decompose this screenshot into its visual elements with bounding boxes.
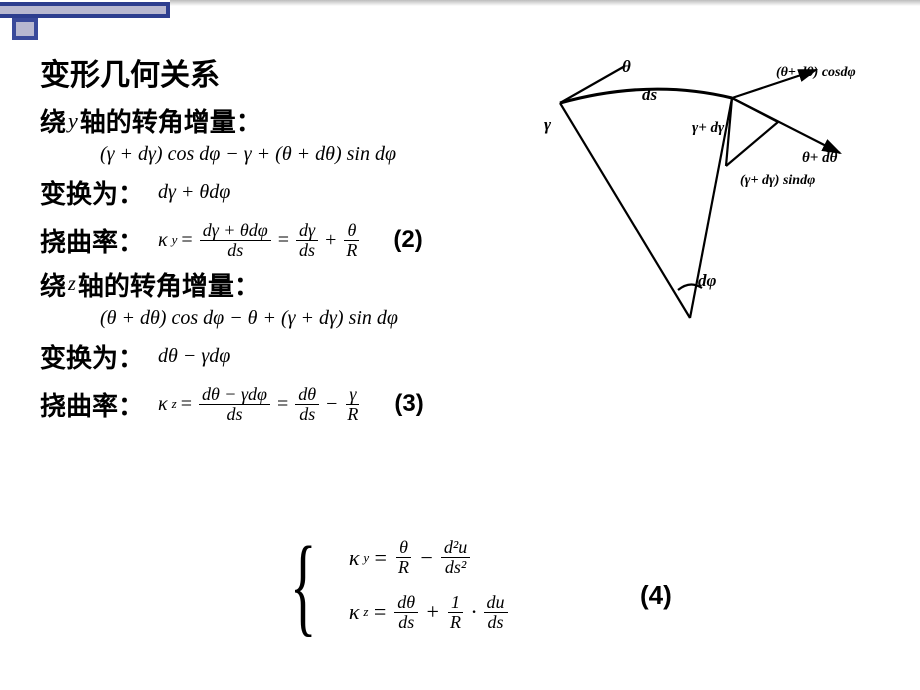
diagram-label-dphi: dφ xyxy=(698,271,717,290)
equation-number-4: (4) xyxy=(640,580,672,611)
section-heading: 变形几何关系 xyxy=(40,50,560,94)
top-shadow xyxy=(170,0,920,6)
z-suffix: 轴的转角增量： xyxy=(78,266,260,303)
kappa-y-formula: κy = dγ + θdφds = dγds + θR xyxy=(158,221,363,260)
equation-number-2: (2) xyxy=(393,226,422,254)
transform-line-1: 变换为： dγ + θdφ xyxy=(40,174,560,211)
diagram-label-theta-dtheta: θ+ dθ xyxy=(802,150,838,166)
z-axis-line: 绕 z 轴的转角增量： xyxy=(40,266,560,303)
kappa-z-formula: κz = dθ − γdφds = dθds − γR xyxy=(158,385,364,424)
diagram-label-theta: θ xyxy=(622,58,631,76)
left-brace: { xyxy=(290,530,316,640)
kz-frac1: dθ − γdφds xyxy=(199,385,270,424)
sys-row-2: κz = dθds + 1R · duds xyxy=(349,593,511,632)
curvature-y-line: 挠曲率： κy = dγ + θdφds = dγds + θR (2) xyxy=(40,219,560,262)
ky-frac3: θR xyxy=(343,221,360,260)
z-increment-expression: (θ + dθ) cos dφ − θ + (γ + dγ) sin dφ xyxy=(100,307,560,330)
equation-number-3: (3) xyxy=(394,390,423,418)
y-axis-line: 绕 y 轴的转角增量： xyxy=(40,102,560,139)
transform-line-2: 变换为： dθ − γdφ xyxy=(40,338,560,375)
transform-label-1: 变换为： xyxy=(40,174,144,211)
y-prefix: 绕 xyxy=(40,102,66,139)
y-increment-expression: (γ + dγ) cos dφ − γ + (θ + dθ) sin dφ xyxy=(100,143,560,166)
curvature-label-2: 挠曲率： xyxy=(40,386,144,423)
dz-simplified: dθ − γdφ xyxy=(158,345,230,368)
y-axis-symbol: y xyxy=(68,108,78,134)
diagram-label-gamma: γ xyxy=(544,115,552,134)
ky-sub: y xyxy=(172,232,178,248)
system-equations: { κy = θR − d²uds² κz = dθds + 1R · duds xyxy=(290,530,511,640)
curvature-z-line: 挠曲率： κz = dθ − γdφds = dθds − γR (3) xyxy=(40,383,560,426)
z-axis-symbol: z xyxy=(68,273,76,296)
curvature-label-1: 挠曲率： xyxy=(40,222,144,259)
kz-frac3: γR xyxy=(344,385,361,424)
geometry-diagram: θ (θ+ dθ) cosdφ ds γ γ+ dγ θ+ dθ (γ+ dγ)… xyxy=(540,58,896,348)
transform-label-2: 变换为： xyxy=(40,338,144,375)
dy-simplified: dγ + θdφ xyxy=(158,181,230,204)
diagram-label-gamma-dgamma: γ+ dγ xyxy=(692,120,725,136)
ky-lhs: κ xyxy=(158,229,168,252)
main-content: 变形几何关系 绕 y 轴的转角增量： (γ + dγ) cos dφ − γ +… xyxy=(40,50,560,430)
slide-corner-decoration xyxy=(0,0,180,40)
sys-row-1: κy = θR − d²uds² xyxy=(349,538,511,577)
kz-sub: z xyxy=(172,396,177,412)
diagram-label-gamma-sin: (γ+ dγ) sindφ xyxy=(740,173,815,188)
ky-frac2: dγds xyxy=(296,221,318,260)
kz-frac2: dθds xyxy=(295,385,319,424)
ky-frac1: dγ + θdφds xyxy=(200,221,271,260)
diagram-label-ds: ds xyxy=(642,85,658,104)
kz-lhs: κ xyxy=(158,393,168,416)
z-prefix: 绕 xyxy=(40,266,66,303)
diagram-label-theta-cos: (θ+ dθ) cosdφ xyxy=(776,65,856,80)
y-suffix: 轴的转角增量： xyxy=(80,102,262,139)
